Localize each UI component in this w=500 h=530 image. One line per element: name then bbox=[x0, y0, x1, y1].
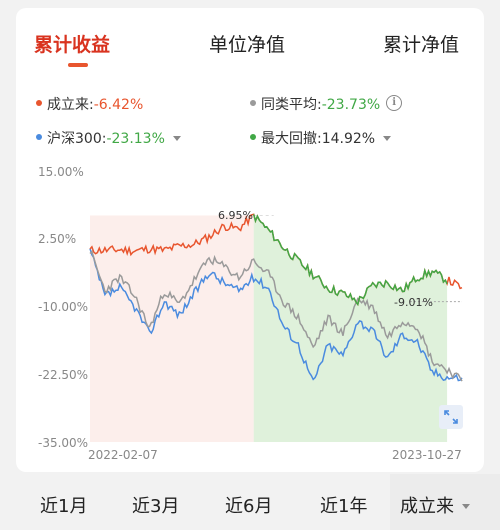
end-annotation: -9.01% bbox=[394, 296, 433, 309]
series-dot bbox=[36, 134, 42, 140]
peak-annotation: 6.95% bbox=[218, 209, 253, 222]
series-line-2 bbox=[89, 248, 463, 382]
legend-label: 最大回撤: bbox=[261, 131, 322, 147]
legend-hs300[interactable]: 沪深300:-23.13% bbox=[36, 128, 181, 148]
caret-down-icon[interactable] bbox=[383, 135, 392, 141]
legend-value: 14.92% bbox=[321, 131, 376, 147]
range-1m[interactable]: 近1月 bbox=[40, 496, 88, 517]
drawdown-area bbox=[253, 214, 448, 442]
legend-value: -23.73% bbox=[321, 97, 381, 113]
active-range-bg bbox=[390, 474, 500, 530]
legend-peer-average: 同类平均:-23.73% i bbox=[250, 94, 403, 114]
y-tick-label: -22.50% bbox=[38, 368, 89, 382]
range-since-inception[interactable]: 成立来 bbox=[400, 492, 470, 518]
range-selector: 近1月 近3月 近6月 近1年 成立来 bbox=[0, 474, 500, 530]
series-line-1 bbox=[89, 250, 463, 382]
tab-cumulative-nav[interactable]: 累计净值 bbox=[383, 34, 460, 56]
tab-unit-nav[interactable]: 单位净值 bbox=[209, 34, 286, 56]
tab-bar: 累计收益 单位净值 累计净值 bbox=[16, 8, 484, 68]
y-tick-label: -10.00% bbox=[38, 300, 89, 314]
x-end-label: 2023-10-27 bbox=[392, 448, 462, 462]
active-tab-indicator bbox=[68, 63, 88, 67]
pre-peak-zone bbox=[90, 215, 254, 442]
caret-down-icon bbox=[462, 503, 470, 509]
x-start-label: 2022-02-07 bbox=[88, 448, 158, 462]
series-dot bbox=[250, 134, 256, 140]
range-3m[interactable]: 近3月 bbox=[132, 496, 180, 517]
range-label: 成立来 bbox=[400, 496, 454, 517]
legend-since-inception: 成立来:-6.42% bbox=[36, 94, 143, 114]
legend-max-drawdown[interactable]: 最大回撤:14.92% bbox=[250, 128, 392, 148]
series-dot bbox=[250, 100, 256, 106]
legend-value: -6.42% bbox=[93, 97, 144, 113]
series-dot bbox=[36, 100, 42, 106]
legend-label: 沪深300: bbox=[47, 131, 107, 147]
y-tick-label: 2.50% bbox=[38, 232, 77, 246]
chart-card: 累计收益 单位净值 累计净值 成立来:-6.42% 同类平均:-23.73% i … bbox=[16, 8, 484, 472]
legend-label: 同类平均: bbox=[261, 97, 322, 113]
expand-icon[interactable] bbox=[439, 405, 463, 429]
info-icon[interactable]: i bbox=[386, 95, 403, 111]
y-tick-label: -35.00% bbox=[38, 436, 89, 450]
legend-label: 成立来: bbox=[47, 97, 94, 113]
legend-value: -23.13% bbox=[106, 131, 165, 147]
drawdown-line bbox=[252, 214, 448, 307]
caret-down-icon[interactable] bbox=[172, 135, 181, 141]
return-chart[interactable] bbox=[16, 8, 484, 472]
range-6m[interactable]: 近6月 bbox=[225, 496, 273, 517]
y-tick-label: 15.00% bbox=[38, 165, 84, 179]
tab-cumulative-return[interactable]: 累计收益 bbox=[34, 34, 111, 56]
range-1y[interactable]: 近1年 bbox=[320, 496, 368, 517]
